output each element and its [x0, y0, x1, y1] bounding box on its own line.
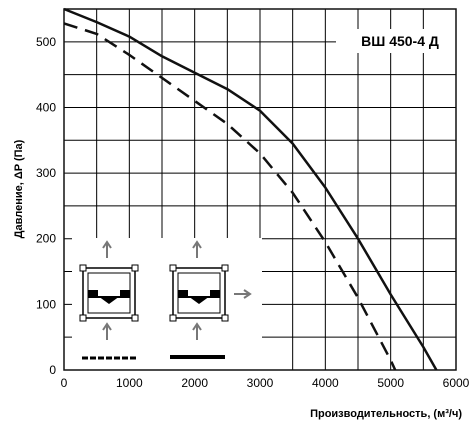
y-tick-label: 300 — [36, 166, 56, 180]
y-tick-label: 0 — [49, 363, 56, 377]
fan-unit-right-icon — [169, 240, 252, 359]
fan-diagrams-inset — [72, 238, 262, 370]
x-tick-label: 1000 — [116, 376, 143, 390]
chart-title: ВШ 450-4 Д — [361, 33, 439, 49]
x-tick-label: 0 — [61, 376, 68, 390]
series-line-solid — [63, 7, 438, 371]
y-tick-label: 400 — [36, 100, 56, 114]
series-lines — [63, 7, 438, 371]
model-title-box: ВШ 450-4 Д — [336, 29, 456, 53]
x-tick-label: 4000 — [312, 376, 339, 390]
y-tick-labels: 0 100 200 300 400 500 — [36, 35, 56, 377]
plot-frame — [63, 8, 457, 371]
x-tick-label: 3000 — [247, 376, 274, 390]
x-tick-label: 2000 — [181, 376, 208, 390]
y-axis-label: Давление, ΔP (Па) — [13, 139, 25, 238]
x-tick-label: 6000 — [443, 376, 470, 390]
x-axis-label: Производительность, (м³/ч) — [310, 408, 462, 420]
title-background — [336, 29, 456, 53]
y-tick-label: 500 — [36, 35, 56, 49]
y-tick-label: 200 — [36, 232, 56, 246]
x-tick-labels: 0 1000 2000 3000 4000 5000 6000 — [61, 376, 470, 390]
y-tick-label: 100 — [36, 297, 56, 311]
x-tick-label: 5000 — [377, 376, 404, 390]
fan-unit-left-icon — [79, 240, 139, 360]
series-line-dashed — [63, 22, 397, 371]
